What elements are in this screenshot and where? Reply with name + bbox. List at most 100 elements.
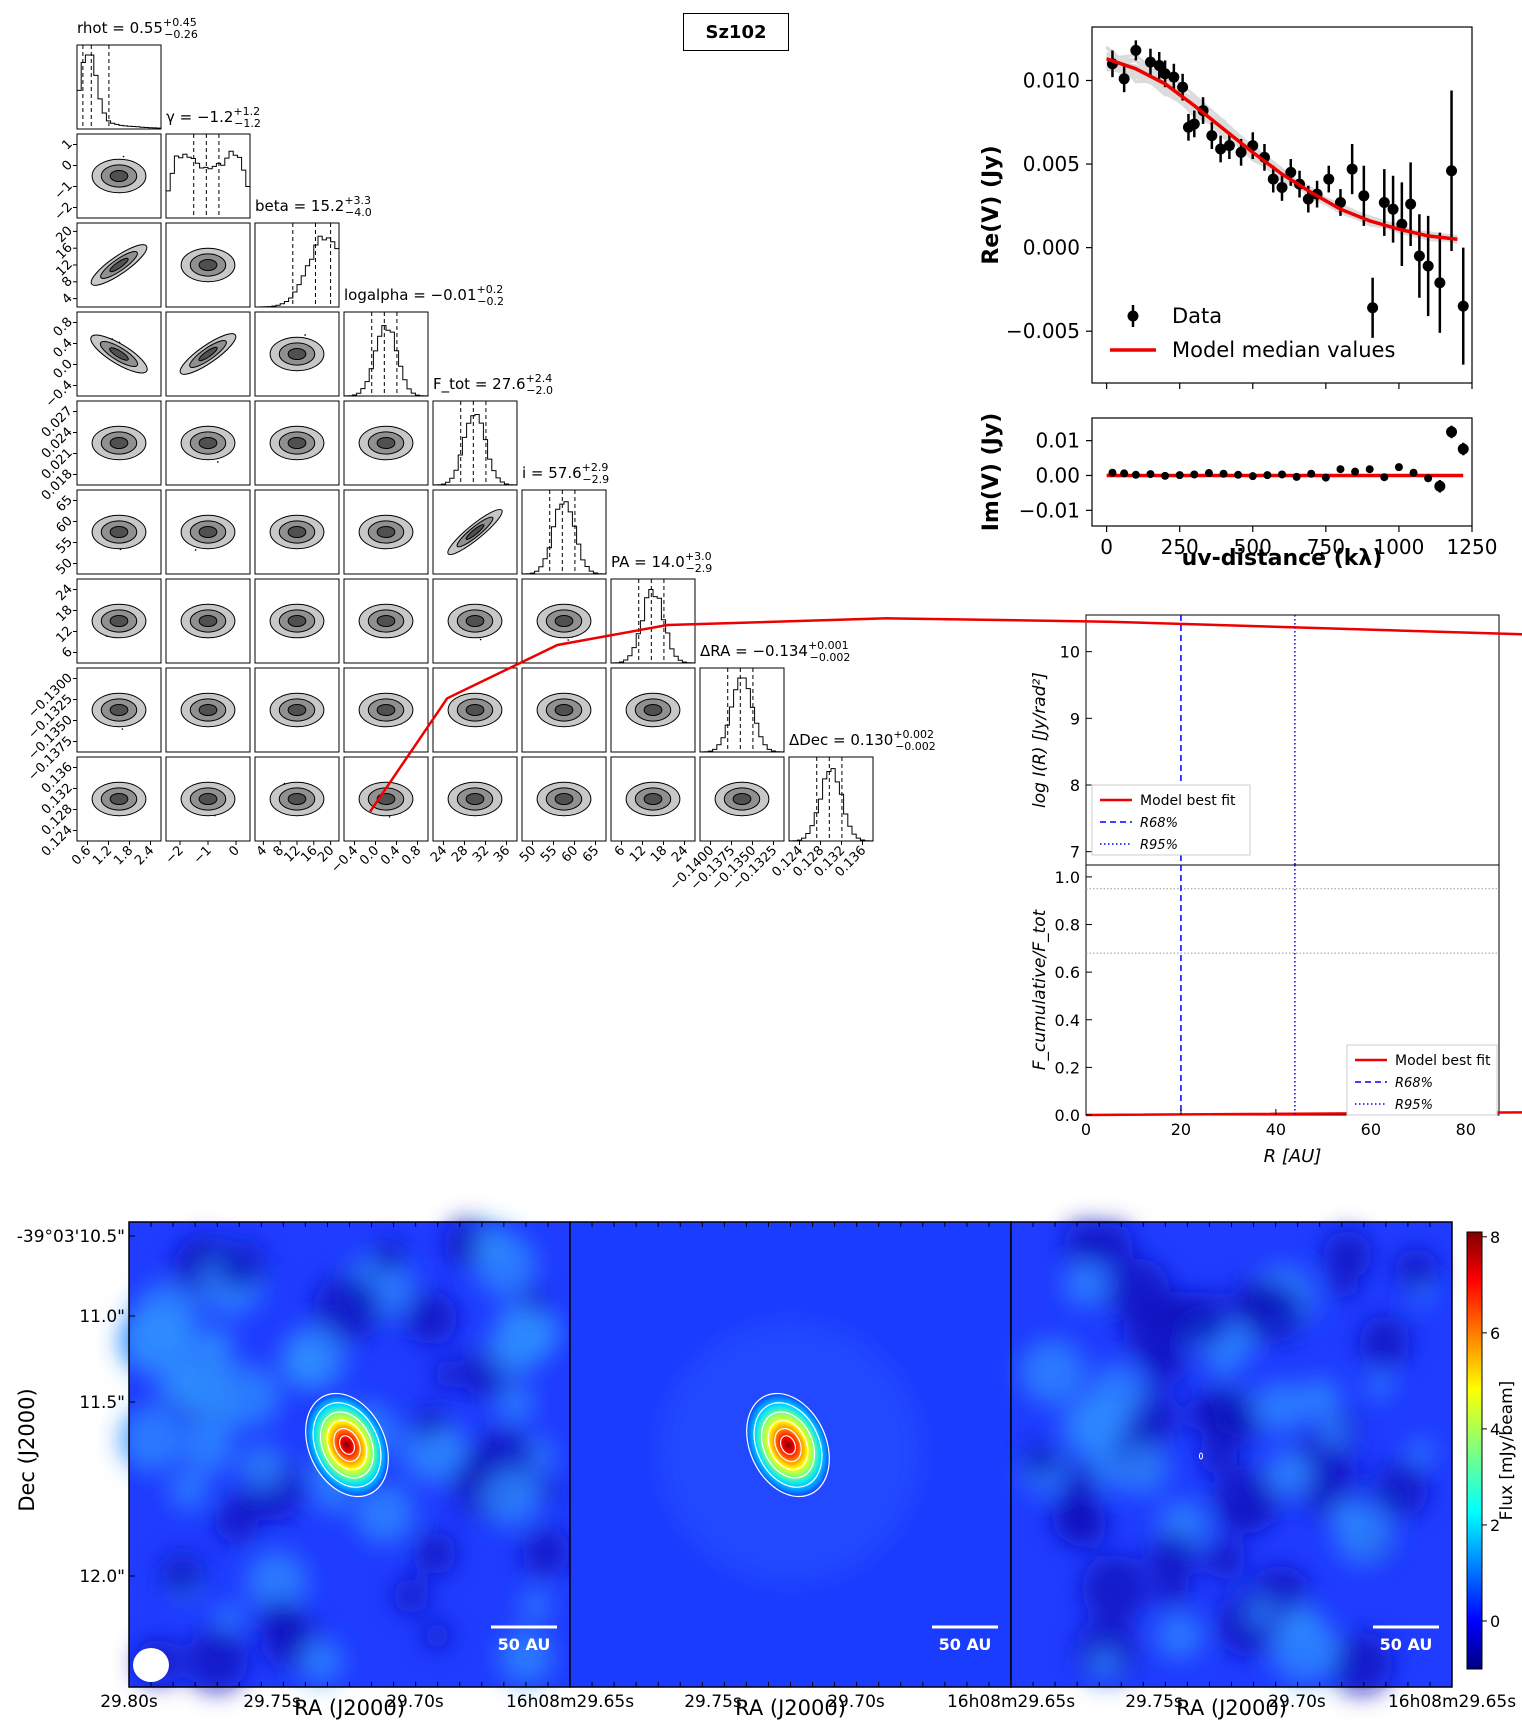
re-y-tick-label: 0.010 [1023, 68, 1080, 92]
noise-blob [354, 1483, 415, 1544]
scale-bar-label: 50 AU [498, 1635, 551, 1654]
param-title-gamma: γ = −1.2+1.2 −1.2 [166, 105, 261, 130]
x-tick-label-Ftot: 28 [449, 843, 471, 865]
noise-blob [1199, 1436, 1237, 1475]
re-data-point [1285, 166, 1297, 178]
contour-inner [198, 258, 218, 272]
im-data-point [1424, 474, 1433, 483]
x-tick-label-beta: 4 [254, 843, 270, 859]
y-tick-label-beta: 20 [54, 224, 76, 246]
map-y-tick-label: 11.0" [79, 1307, 125, 1327]
noise-blob [214, 1498, 259, 1543]
corner-cell-gamma-gamma: γ = −1.2+1.2 −1.2 [165, 105, 261, 219]
cumulative-y-tick-label: 0.6 [1055, 963, 1080, 982]
contour-inner [465, 614, 485, 628]
noise-blob [313, 1274, 382, 1343]
re-y-axis-label: Re(V) (Jy) [979, 145, 1004, 264]
re-data-point [1302, 193, 1314, 205]
im-x-tick-label: 0 [1100, 535, 1113, 559]
noise-blob [404, 1291, 458, 1345]
noise-blob [1081, 1555, 1149, 1623]
noise-blob [1212, 1466, 1281, 1534]
noise-blob [480, 1466, 540, 1527]
y-tick-label-gamma: −1 [52, 179, 76, 203]
colorbar-tick-label: 8 [1490, 1228, 1500, 1247]
cell-frame [432, 400, 518, 486]
source-contour [326, 1419, 368, 1471]
corner-cell-Ftot-beta [254, 400, 340, 486]
corner-cell-dRA-i [521, 667, 607, 753]
legend-r95-label: R95% [1395, 1098, 1433, 1113]
im-data-point [1120, 469, 1129, 478]
noise-blob [1246, 1597, 1277, 1628]
re-data-point [1159, 68, 1171, 80]
noise-blob [1019, 1339, 1086, 1405]
noise-blob [1372, 1462, 1429, 1519]
contour-inner [287, 436, 307, 450]
x-tick-label-i: 60 [559, 843, 581, 865]
legend-data-label: Data [1172, 304, 1222, 328]
re-y-tick-label: 0.005 [1023, 152, 1080, 176]
cumulative-x-tick-label: 60 [1361, 1120, 1381, 1139]
x-tick-label-rhot: 0.6 [69, 843, 94, 868]
cumulative-x-tick-label: 40 [1266, 1120, 1286, 1139]
corner-cell-logalpha-logalpha: logalpha = −0.01+0.2 −0.2 [343, 283, 504, 397]
noise-blob [239, 1444, 286, 1490]
noise-blob [215, 1603, 243, 1631]
colorbar [1466, 1231, 1483, 1670]
im-y-axis-label: Im(V) (Jy) [979, 413, 1004, 532]
histogram-i [521, 501, 607, 575]
histogram-dDec [788, 768, 874, 842]
histogram-rhot [76, 54, 162, 129]
re-data-point [1235, 146, 1247, 158]
y-tick-label-PA: 18 [54, 603, 76, 625]
im-data-point [1234, 470, 1243, 479]
im-data-point [1307, 469, 1316, 478]
map-x-axis-label: RA (J2000) [294, 1696, 405, 1720]
y-tick-label-logalpha: 0.4 [51, 336, 76, 361]
corner-cell-i-logalpha [343, 489, 429, 575]
noise-blob [496, 1384, 535, 1423]
corner-plot: rhot = 0.55+0.45 −0.26 γ = −1.2+1.2 −1.2 bet… [25, 16, 935, 894]
y-tick-label-beta: 4 [59, 291, 75, 307]
x-tick-label-PA: 12 [627, 843, 649, 865]
noise-blob [1328, 1450, 1359, 1480]
noise-blob [1155, 1572, 1190, 1607]
contour-inner [376, 614, 396, 628]
map-panel-model: 50 AU 29.75s 29.70s 16h08m29.65s RA (J2000) [569, 1221, 1075, 1720]
y-tick-label-i: 55 [54, 535, 76, 557]
corner-cell-beta-rhot [76, 222, 162, 308]
noise-blob [1023, 1442, 1060, 1480]
noise-blob [299, 1639, 343, 1683]
corner-cell-i-beta [254, 489, 340, 575]
noise-blob [1088, 1364, 1146, 1422]
noise-blob [1177, 1292, 1231, 1346]
intensity-profile-panel: 7 8 9 10 log I(R) [Jy/rad²] Model best fit R68… [369, 614, 1522, 866]
contour-inner [376, 436, 396, 450]
x-tick-label-rhot: 1.8 [111, 843, 136, 868]
corner-cell-beta-gamma [165, 222, 251, 308]
map-x-tick-label: 29.75s [243, 1692, 301, 1712]
noise-blob [428, 1428, 459, 1459]
contour-inner [109, 703, 129, 717]
re-data-point [1334, 196, 1346, 208]
im-data-point [1351, 467, 1360, 476]
histogram-beta [255, 235, 340, 308]
x-tick-label-Ftot: 36 [491, 843, 513, 865]
re-data-point [1168, 71, 1180, 83]
corner-cell-dDec-logalpha [343, 756, 429, 842]
corner-cell-logalpha-rhot [76, 311, 162, 397]
re-data-point [1346, 163, 1358, 175]
map-y-tick-label: 12.0" [79, 1567, 125, 1587]
noise-blob [217, 1241, 266, 1290]
corner-cell-PA-beta [254, 578, 340, 664]
object-title: Sz102 [705, 21, 767, 43]
im-data-point [1446, 426, 1458, 438]
noise-blob [393, 1577, 430, 1615]
contour-inner [109, 257, 129, 273]
im-data-point [1108, 468, 1117, 477]
noise-blob [246, 1551, 308, 1613]
cumulative-y-tick-label: 0.0 [1055, 1106, 1080, 1125]
source-contour [305, 1392, 389, 1498]
re-data-point [1378, 196, 1390, 208]
